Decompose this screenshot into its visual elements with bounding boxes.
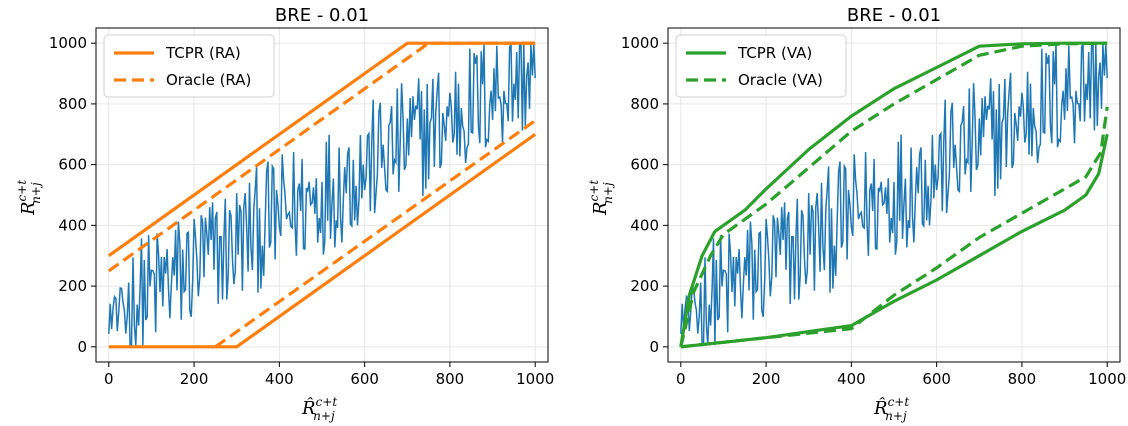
x-tick-label: 400 <box>265 370 294 388</box>
y-axis-label: Rc+tn+j <box>587 180 615 216</box>
x-axis-label-sup: c+t <box>316 395 338 409</box>
legend: TCPR (RA) Oracle (RA) <box>103 34 275 98</box>
oracle-lower-bound-line <box>680 106 1109 349</box>
x-axis-label-base: R̂ <box>873 397 888 419</box>
y-tick-label: 200 <box>630 277 659 295</box>
x-axis-label-base: R̂ <box>301 397 316 419</box>
y-tick-label: 200 <box>58 277 87 295</box>
x-tick-label: 800 <box>436 370 465 388</box>
plot-area <box>107 41 537 349</box>
x-tick-label: 1000 <box>516 370 554 388</box>
legend-box <box>675 34 847 98</box>
oracle-lower-bound-line <box>214 119 537 349</box>
y-tick-label: 800 <box>58 95 87 113</box>
plot-area <box>679 41 1109 349</box>
y-axis-label-sub: n+j <box>29 182 43 204</box>
x-axis-label: R̂c+t n+j <box>301 395 337 423</box>
y-axis-label-sup: c+t <box>587 180 601 202</box>
y-tick-label: 600 <box>630 156 659 174</box>
y-tick-label: 0 <box>649 338 659 356</box>
x-tick-label: 1000 <box>1088 370 1126 388</box>
y-tick-label: 600 <box>58 156 87 174</box>
x-tick-label: 200 <box>180 370 209 388</box>
x-axis-label: R̂c+t n+j <box>873 395 909 423</box>
legend-box <box>103 34 275 98</box>
y-tick-label: 400 <box>58 216 87 234</box>
y-tick-label: 1000 <box>49 34 87 52</box>
y-axis-label-sub: n+j <box>601 182 615 204</box>
left-chart-panel: 0 200 400 600 800 1000 0 200 400 600 800 1000 BRE - … <box>15 5 554 423</box>
x-tick-label: 800 <box>1008 370 1037 388</box>
y-axis-label-base: R <box>590 201 611 216</box>
legend-label: TCPR (RA) <box>165 44 241 62</box>
legend-label: TCPR (VA) <box>737 44 812 62</box>
y-axis-label: Rc+tn+j <box>15 180 43 216</box>
x-tick-label: 200 <box>752 370 781 388</box>
axes-frame <box>95 27 549 363</box>
tcpr-lower-bound-line <box>680 133 1109 349</box>
oracle-upper-bound-line <box>679 41 1108 348</box>
y-tick-label: 0 <box>77 338 87 356</box>
y-axis-label-sup: c+t <box>15 180 29 202</box>
y-tick-label: 800 <box>630 95 659 113</box>
chart-title: BRE - 0.01 <box>275 5 369 26</box>
y-tick-label: 400 <box>630 216 659 234</box>
right-chart-panel: 0 200 400 600 800 1000 0 200 400 600 800 1000 BRE - … <box>587 5 1126 423</box>
axes-frame <box>667 27 1121 363</box>
tcpr-lower-bound-line <box>108 132 537 349</box>
x-axis-label-sub: n+j <box>313 409 335 423</box>
x-tick-label: 0 <box>104 370 114 388</box>
x-tick-label: 0 <box>676 370 686 388</box>
chart-title: BRE - 0.01 <box>847 5 941 26</box>
x-axis-label-sub: n+j <box>885 409 907 423</box>
observed-trace-line <box>680 43 1108 347</box>
legend-label: Oracle (RA) <box>166 71 251 89</box>
observed-trace-line <box>108 43 536 347</box>
x-tick-label: 600 <box>922 370 951 388</box>
legend-label: Oracle (VA) <box>738 71 823 89</box>
x-tick-label: 400 <box>837 370 866 388</box>
oracle-upper-bound-line <box>107 41 536 273</box>
legend: TCPR (VA) Oracle (VA) <box>675 34 847 98</box>
x-axis-label-sup: c+t <box>888 395 910 409</box>
tcpr-upper-bound-line <box>679 41 1108 348</box>
y-axis-label-base: R <box>18 201 39 216</box>
x-tick-label: 600 <box>350 370 379 388</box>
y-tick-label: 1000 <box>621 34 659 52</box>
